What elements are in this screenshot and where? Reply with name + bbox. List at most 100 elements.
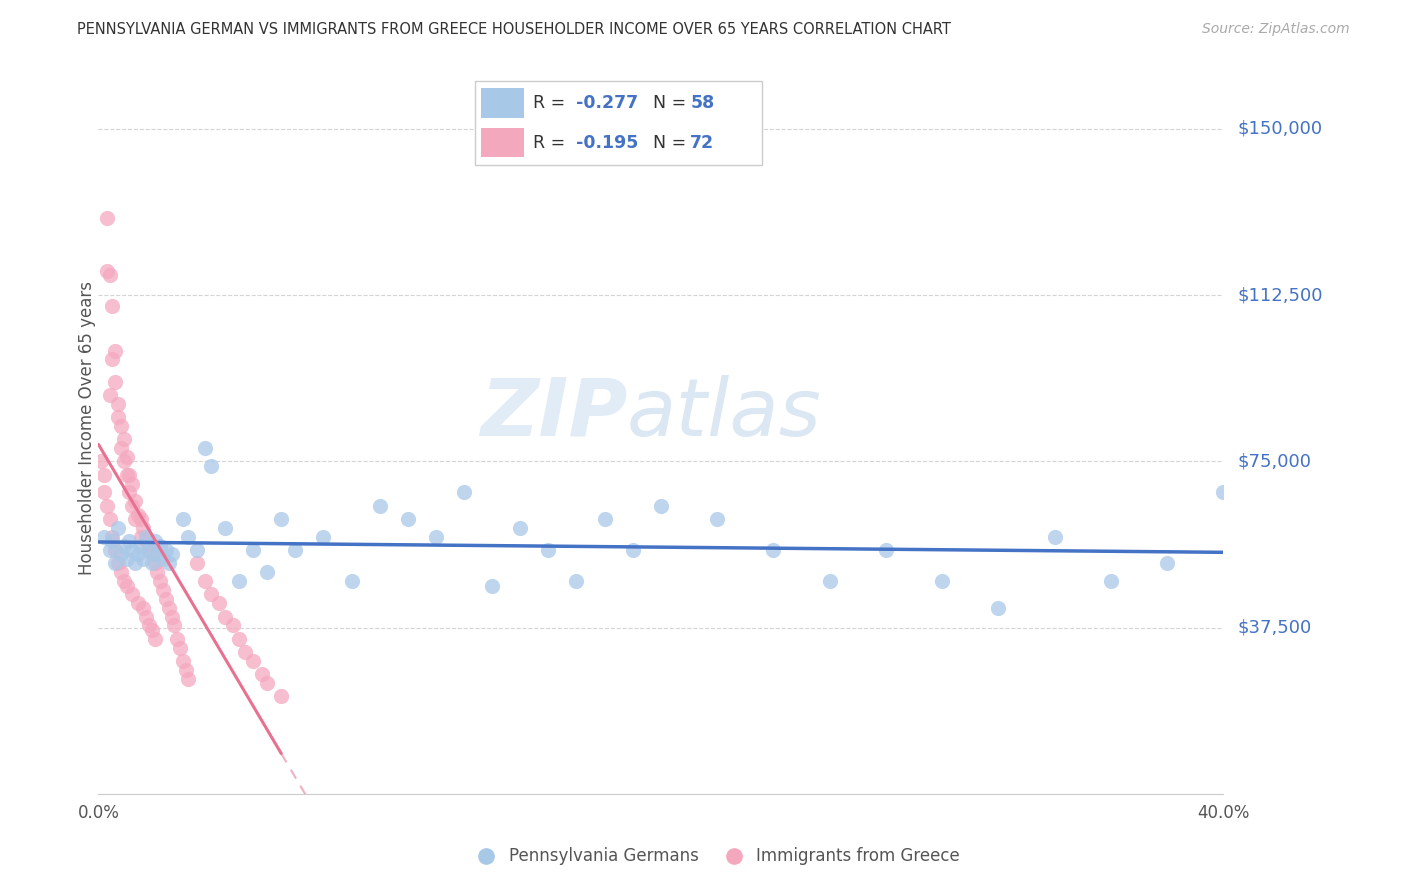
Point: [110, 548, 132, 562]
Point: [115, 450, 138, 464]
Point: [107, 410, 129, 425]
Point: [425, 530, 447, 544]
Point: [146, 548, 169, 562]
Point: [121, 543, 143, 558]
Point: [256, 566, 278, 580]
Point: [160, 609, 183, 624]
Point: [157, 557, 180, 571]
Point: [453, 485, 475, 500]
Point: [138, 618, 160, 632]
Text: PENNSYLVANIA GERMAN VS IMMIGRANTS FROM GREECE HOUSEHOLDER INCOME OVER 65 YEARS C: PENNSYLVANIA GERMAN VS IMMIGRANTS FROM G…: [77, 22, 952, 37]
Point: [121, 587, 143, 601]
Point: [104, 343, 127, 358]
Point: [256, 676, 278, 690]
Point: [141, 623, 163, 637]
Point: [149, 574, 172, 588]
Point: [200, 458, 222, 473]
Point: [565, 574, 588, 588]
Point: [987, 600, 1010, 615]
Point: [104, 557, 127, 571]
Point: [537, 543, 560, 558]
Point: [152, 552, 174, 566]
Point: [107, 397, 129, 411]
Point: [107, 557, 129, 571]
Point: [138, 543, 160, 558]
Point: [124, 557, 146, 571]
Point: [129, 530, 152, 544]
Point: [1156, 557, 1178, 571]
Point: [132, 552, 155, 566]
Point: [141, 548, 163, 562]
Point: [101, 352, 124, 367]
Text: $75,000: $75,000: [1237, 452, 1312, 470]
Point: [155, 543, 177, 558]
Point: [233, 645, 256, 659]
Point: [143, 557, 166, 571]
Text: ZIP: ZIP: [479, 375, 627, 452]
Point: [127, 596, 149, 610]
Point: [127, 508, 149, 522]
Point: [186, 557, 208, 571]
Point: [174, 663, 197, 677]
Point: [115, 552, 138, 566]
Point: [135, 534, 157, 549]
Text: $112,500: $112,500: [1237, 286, 1323, 304]
Point: [169, 640, 191, 655]
Point: [104, 543, 127, 558]
Point: [104, 375, 127, 389]
Point: [93, 467, 115, 482]
Y-axis label: Householder Income Over 65 years: Householder Income Over 65 years: [79, 281, 96, 575]
Point: [706, 512, 728, 526]
Point: [118, 467, 141, 482]
Point: [214, 609, 236, 624]
Point: [242, 543, 264, 558]
Point: [396, 512, 419, 526]
Point: [107, 521, 129, 535]
Point: [110, 419, 132, 434]
Point: [340, 574, 363, 588]
Point: [228, 574, 250, 588]
Point: [250, 667, 273, 681]
Point: [138, 543, 160, 558]
Point: [129, 539, 152, 553]
Point: [931, 574, 953, 588]
Point: [146, 566, 169, 580]
Point: [177, 530, 200, 544]
Text: $150,000: $150,000: [1237, 120, 1322, 138]
Point: [1043, 530, 1066, 544]
Point: [101, 530, 124, 544]
Point: [112, 432, 135, 446]
Point: [118, 534, 141, 549]
Point: [124, 494, 146, 508]
Point: [98, 388, 121, 402]
Point: [1212, 485, 1234, 500]
Point: [141, 557, 163, 571]
Point: [118, 485, 141, 500]
Point: [163, 618, 186, 632]
Point: [228, 632, 250, 646]
Point: [115, 578, 138, 592]
Point: [270, 512, 292, 526]
Point: [650, 499, 672, 513]
Point: [127, 548, 149, 562]
Point: [481, 578, 503, 592]
Point: [101, 299, 124, 313]
Point: [166, 632, 188, 646]
Point: [149, 539, 172, 553]
Point: [242, 654, 264, 668]
Point: [110, 566, 132, 580]
Point: [172, 512, 194, 526]
Point: [593, 512, 616, 526]
Point: [194, 441, 217, 455]
Text: Source: ZipAtlas.com: Source: ZipAtlas.com: [1202, 22, 1350, 37]
Point: [155, 591, 177, 606]
Point: [132, 600, 155, 615]
Point: [143, 534, 166, 549]
Point: [96, 499, 118, 513]
Point: [194, 574, 217, 588]
Point: [98, 543, 121, 558]
Point: [98, 512, 121, 526]
Point: [762, 543, 785, 558]
Point: [112, 539, 135, 553]
Point: [98, 268, 121, 283]
